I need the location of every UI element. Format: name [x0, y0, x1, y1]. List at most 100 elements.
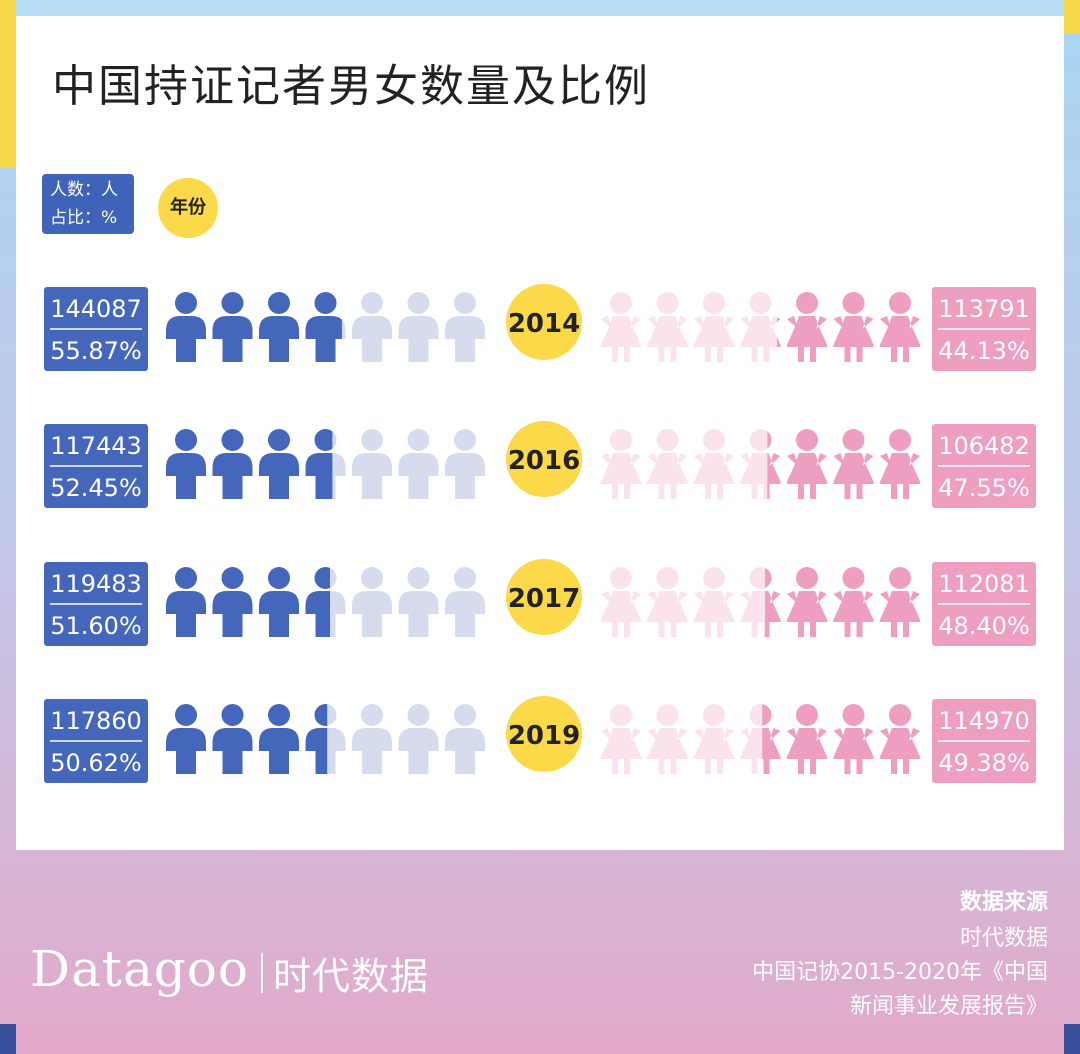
- male-icon: [259, 704, 299, 774]
- female-icon: [739, 567, 782, 637]
- female-icon: [739, 429, 782, 499]
- male-icon: [166, 429, 206, 499]
- male-icon: [445, 704, 485, 774]
- female-icon: [693, 292, 735, 362]
- female-icon: [739, 704, 782, 774]
- corner-accent-yellow-right: [1064, 0, 1080, 34]
- female-icon: [646, 704, 689, 774]
- male-icon: [398, 429, 439, 499]
- male-icon: [166, 292, 206, 362]
- male-percent-label: 52.45%: [50, 474, 142, 502]
- year-label: 2019: [508, 721, 580, 751]
- corner-accent-navy-left: [0, 1024, 16, 1054]
- male-count-label: 119483: [50, 570, 142, 598]
- female-percent-label: 44.13%: [938, 337, 1030, 365]
- male-icon: [352, 429, 392, 499]
- top-accent-bar: [16, 0, 1064, 16]
- male-icon: [398, 567, 439, 637]
- brand-en: Datagoo: [30, 940, 250, 998]
- female-icon: [879, 567, 921, 637]
- brand-logo: Datagoo 时代数据: [30, 940, 429, 1001]
- year-legend-badge: 年份: [158, 178, 218, 238]
- male-count-label: 144087: [50, 295, 142, 323]
- female-icon: [693, 704, 735, 774]
- female-icon: [786, 292, 828, 362]
- unit-count-label: 人数：人: [50, 180, 118, 200]
- male-icon: [352, 292, 392, 362]
- male-icon: [212, 567, 253, 637]
- female-icon: [786, 704, 828, 774]
- male-icon: [259, 292, 299, 362]
- corner-accent-yellow-left: [0, 0, 16, 168]
- source-line-3: 新闻事业发展报告》: [849, 994, 1048, 1019]
- year-label: 2017: [508, 584, 580, 614]
- male-icon: [352, 567, 392, 637]
- male-icon: [445, 292, 485, 362]
- unit-legend: 人数：人 占比：%: [42, 174, 134, 234]
- brand-separator: [261, 953, 264, 993]
- male-icon: [166, 704, 206, 774]
- female-icon: [832, 567, 875, 637]
- female-icon: [600, 292, 642, 362]
- female-icon: [786, 429, 828, 499]
- female-icon: [600, 429, 642, 499]
- male-count-label: 117860: [50, 707, 142, 735]
- male-icon: [259, 429, 299, 499]
- male-percent-label: 51.60%: [50, 612, 142, 640]
- male-icon: [445, 429, 485, 499]
- year-badge: 2017: [506, 559, 582, 635]
- female-percent-label: 48.40%: [938, 612, 1030, 640]
- year-badge: 2014: [506, 284, 582, 360]
- female-icon: [646, 567, 689, 637]
- chart-title: 中国持证记者男女数量及比例: [52, 61, 650, 112]
- female-icon: [600, 567, 642, 637]
- female-value-box: 106482 47.55%: [932, 424, 1036, 508]
- female-icon: [693, 567, 735, 637]
- female-icon: [693, 429, 735, 499]
- female-percent-label: 49.38%: [938, 749, 1030, 777]
- year-label: 2016: [508, 446, 580, 476]
- male-icon: [398, 292, 439, 362]
- female-icon: [879, 429, 921, 499]
- male-value-box: 117860 50.62%: [44, 699, 148, 783]
- male-icon: [166, 567, 206, 637]
- female-percent-label: 47.55%: [938, 474, 1030, 502]
- male-icon: [259, 567, 299, 637]
- female-icon: [739, 292, 782, 362]
- corner-accent-navy-right: [1064, 1024, 1080, 1054]
- year-label: 2014: [508, 309, 580, 339]
- female-icon: [600, 704, 642, 774]
- male-icon: [212, 429, 253, 499]
- source-title: 数据来源: [959, 890, 1048, 915]
- female-icon: [832, 429, 875, 499]
- male-icon: [445, 567, 485, 637]
- source-line-2: 中国记协2015-2020年《中国: [752, 960, 1048, 985]
- male-count-label: 117443: [50, 432, 142, 460]
- female-count-label: 106482: [938, 432, 1030, 460]
- female-icon: [832, 292, 875, 362]
- year-badge: 2019: [506, 696, 582, 772]
- female-count-label: 112081: [938, 570, 1030, 598]
- female-value-box: 113791 44.13%: [932, 287, 1036, 371]
- male-icon: [398, 704, 439, 774]
- female-value-box: 112081 48.40%: [932, 562, 1036, 646]
- female-icon: [879, 704, 921, 774]
- male-value-box: 144087 55.87%: [44, 287, 148, 371]
- male-icon: [352, 704, 392, 774]
- female-count-label: 113791: [938, 295, 1030, 323]
- male-icon: [305, 567, 346, 637]
- source-line-1: 时代数据: [959, 926, 1048, 951]
- brand-cn: 时代数据: [273, 954, 430, 999]
- year-badge: 2016: [506, 421, 582, 497]
- female-count-label: 114970: [938, 707, 1030, 735]
- male-icon: [305, 292, 346, 362]
- male-icon: [305, 704, 346, 774]
- female-icon: [879, 292, 921, 362]
- male-value-box: 117443 52.45%: [44, 424, 148, 508]
- female-value-box: 114970 49.38%: [932, 699, 1036, 783]
- female-icon: [646, 429, 689, 499]
- male-percent-label: 55.87%: [50, 337, 142, 365]
- female-icon: [832, 704, 875, 774]
- unit-percent-label: 占比：%: [50, 208, 118, 228]
- female-icon: [786, 567, 828, 637]
